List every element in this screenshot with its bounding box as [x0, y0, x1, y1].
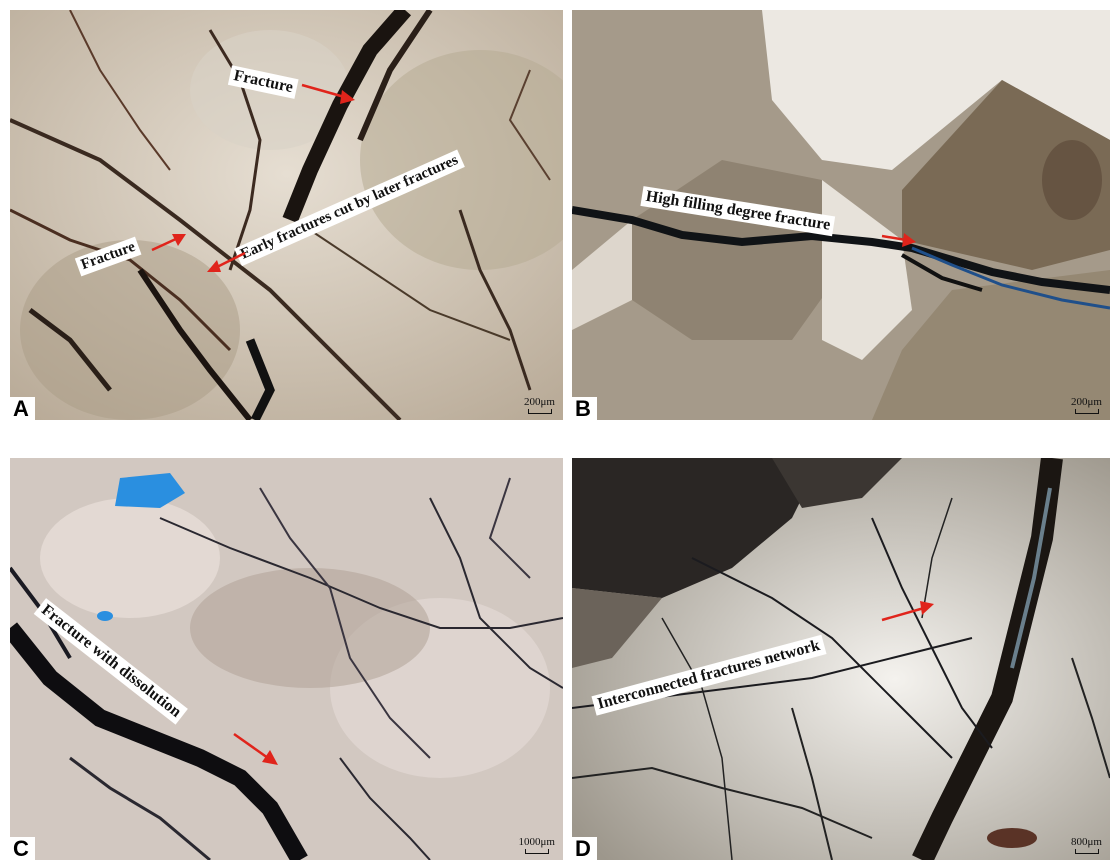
- arrow-a-2: [207, 251, 246, 272]
- arrow-d-1: [881, 601, 934, 622]
- panel-b: High filling degree fracture B 200μm: [572, 10, 1110, 420]
- micrograph-d: [572, 458, 1110, 860]
- scale-bar-b: 200μm: [1071, 396, 1102, 414]
- panel-c: Fracture with dissolution C 1000μm: [10, 458, 563, 860]
- micrograph-b: [572, 10, 1110, 420]
- micrograph-a: [10, 10, 563, 420]
- panel-label-a: A: [10, 397, 35, 420]
- panel-label-b: B: [572, 397, 597, 420]
- arrow-a-3: [151, 234, 186, 252]
- scale-line-c: [524, 849, 549, 854]
- scale-text-d: 800μm: [1071, 836, 1102, 848]
- scale-text-b: 200μm: [1071, 396, 1102, 408]
- panel-a: Fracture Early fractures cut by later fr…: [10, 10, 563, 420]
- micrograph-c: [10, 458, 563, 860]
- scale-line-a: [527, 409, 552, 414]
- arrow-a-1: [301, 83, 355, 104]
- arrow-c-1: [233, 732, 278, 765]
- scale-line-d: [1074, 849, 1099, 854]
- scale-line-b: [1074, 409, 1099, 414]
- panel-label-c: C: [10, 837, 35, 860]
- arrow-b-1: [881, 233, 916, 247]
- scale-bar-c: 1000μm: [519, 836, 555, 854]
- scale-text-c: 1000μm: [518, 836, 555, 848]
- scale-bar-a: 200μm: [524, 396, 555, 414]
- panel-d: Interconnected fractures network D 800μm: [572, 458, 1110, 860]
- scale-text-a: 200μm: [524, 396, 555, 408]
- panel-label-d: D: [572, 837, 597, 860]
- scale-bar-d: 800μm: [1071, 836, 1102, 854]
